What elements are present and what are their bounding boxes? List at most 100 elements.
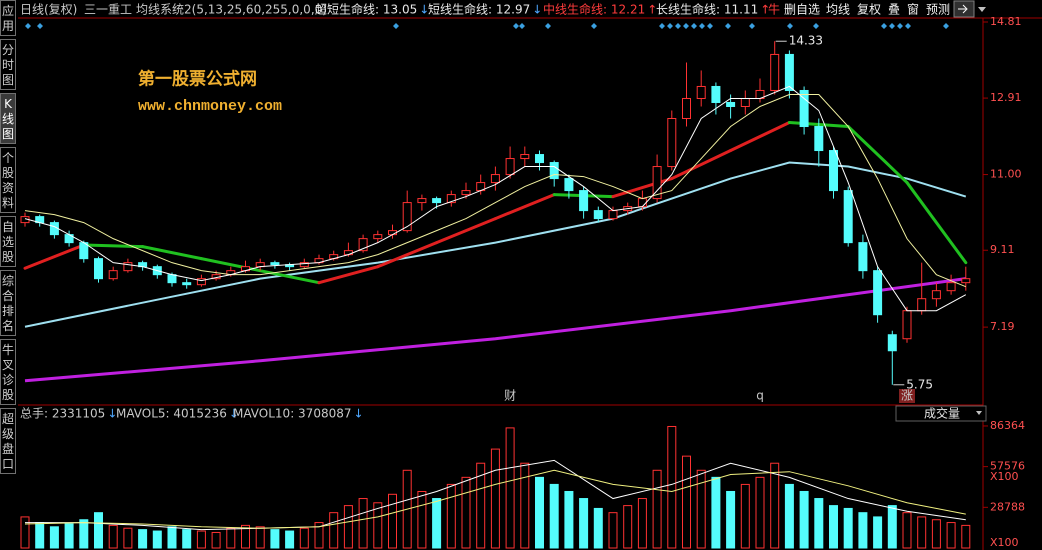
volume-bar <box>152 530 162 549</box>
indicator-selector[interactable] <box>895 405 987 422</box>
candle-body <box>608 210 618 220</box>
volume-bar <box>579 498 589 549</box>
volume-bar <box>241 524 250 549</box>
lifeline: 长线生命线: 11.11 <box>656 2 758 17</box>
volume-bar <box>726 490 736 549</box>
y-tick-label: 11.00 <box>990 168 1022 181</box>
volume-legend-arrow: ↓ <box>107 407 117 421</box>
candle-body <box>108 270 118 280</box>
sidebar-tab[interactable]: 自选股 <box>0 216 16 267</box>
lifeline-arrow: ↓ <box>532 3 542 17</box>
candle-body <box>461 190 471 196</box>
toolbar-button[interactable]: 叠 <box>888 3 900 17</box>
indicator-selector-text: 成交量 <box>924 406 960 421</box>
peak-label: 14.33 <box>789 34 823 48</box>
volume-legend: 总手: 2331105 <box>20 407 105 421</box>
candle-body <box>94 258 103 280</box>
volume-bar <box>917 516 927 549</box>
sidebar-tab[interactable]: 超级盘口 <box>0 408 16 474</box>
candle-body <box>535 154 544 164</box>
ma-segment <box>729 121 791 153</box>
volume-bar <box>461 476 471 549</box>
sidebar-tab[interactable]: 应用 <box>0 0 16 36</box>
volume-bar <box>711 476 721 549</box>
candle-body <box>814 126 824 152</box>
sidebar-tab[interactable]: 牛叉诊股 <box>0 339 16 405</box>
candle-body <box>961 278 971 284</box>
volume-bar <box>476 462 486 549</box>
volume-bar <box>182 529 192 549</box>
event-label[interactable]: 涨 <box>901 388 913 403</box>
stock-name: 三一重工 <box>84 3 132 17</box>
volume-bar <box>520 462 530 549</box>
volume-bar <box>902 512 912 549</box>
volume-bar <box>814 498 824 549</box>
volume-bar <box>138 529 148 549</box>
selector-caret <box>976 411 982 415</box>
volume-bar <box>490 448 500 549</box>
volume-bar <box>417 490 427 549</box>
menu-caret[interactable] <box>978 7 986 12</box>
volume-bar <box>637 498 647 549</box>
ma-segment <box>258 269 321 285</box>
volume-bar <box>167 526 177 549</box>
ma-segment <box>23 243 86 270</box>
toolbar-button[interactable]: 预测 <box>926 3 950 17</box>
volume-bar <box>299 527 309 549</box>
toolbar-button[interactable]: 删自选 <box>784 3 820 17</box>
candle-body <box>784 53 794 91</box>
volume-bar <box>667 425 677 549</box>
volume-bar <box>843 507 853 549</box>
toolbar-button[interactable]: 复权 <box>857 3 881 17</box>
candle-body <box>373 234 383 240</box>
ma-segment <box>435 217 497 245</box>
candle-body <box>549 162 559 180</box>
volume-bar <box>549 483 559 549</box>
volume-bar <box>608 512 618 549</box>
ma-segment <box>493 193 556 221</box>
ma-segment <box>376 241 439 269</box>
candle-body <box>682 97 691 120</box>
volume-legend: MAVOL5: 4015236 <box>116 407 227 421</box>
candle-body <box>167 274 177 284</box>
sidebar-tab[interactable]: K线图 <box>0 93 16 144</box>
volume-bar <box>108 524 118 549</box>
period: 日线(复权) <box>20 3 77 17</box>
ma-segment <box>846 125 909 185</box>
volume-bar <box>79 519 89 549</box>
volume-bar <box>314 522 324 549</box>
candle-body <box>946 282 956 292</box>
sidebar-tab[interactable]: 个股资料 <box>0 147 16 213</box>
event-label[interactable]: 财 <box>504 389 516 403</box>
event-label[interactable]: q <box>756 389 764 403</box>
unit-label: X100 <box>990 470 1019 483</box>
toolbar-button[interactable]: 窗 <box>907 3 919 17</box>
ma-line <box>24 93 966 288</box>
candle-body <box>799 89 809 128</box>
watermark-name: 第一股票公式网 <box>138 69 257 90</box>
lifeline-arrow: ↓ <box>419 3 429 17</box>
volume-bar <box>20 516 30 549</box>
toggle-icon <box>958 4 968 14</box>
volume-bar <box>799 490 809 549</box>
sidebar-tab[interactable]: 分时图 <box>0 39 16 90</box>
toolbar-button[interactable]: 均线 <box>826 3 850 17</box>
ma-segment <box>199 257 262 273</box>
y-tick-label: 12.91 <box>990 91 1022 104</box>
sidebar-tab[interactable]: 综合排名 <box>0 270 16 336</box>
unit-label: X100 <box>990 536 1019 549</box>
candle-body <box>770 53 780 91</box>
ma-segment <box>670 149 733 181</box>
candle-body <box>593 210 603 220</box>
candle-body <box>579 190 589 212</box>
lifeline-arrow: ↑ <box>647 3 657 17</box>
volume-bar <box>64 523 74 549</box>
lifeline: 超短生命线: 13.05 <box>315 2 417 17</box>
candle-body <box>637 198 647 208</box>
candle-body <box>726 101 736 107</box>
volume-bar <box>358 498 368 549</box>
volume-bar <box>829 505 838 549</box>
indicator: 均线系统2(5,13,25,60,255,0,0,0) <box>136 3 327 17</box>
y-tick-label: 7.19 <box>990 320 1015 333</box>
